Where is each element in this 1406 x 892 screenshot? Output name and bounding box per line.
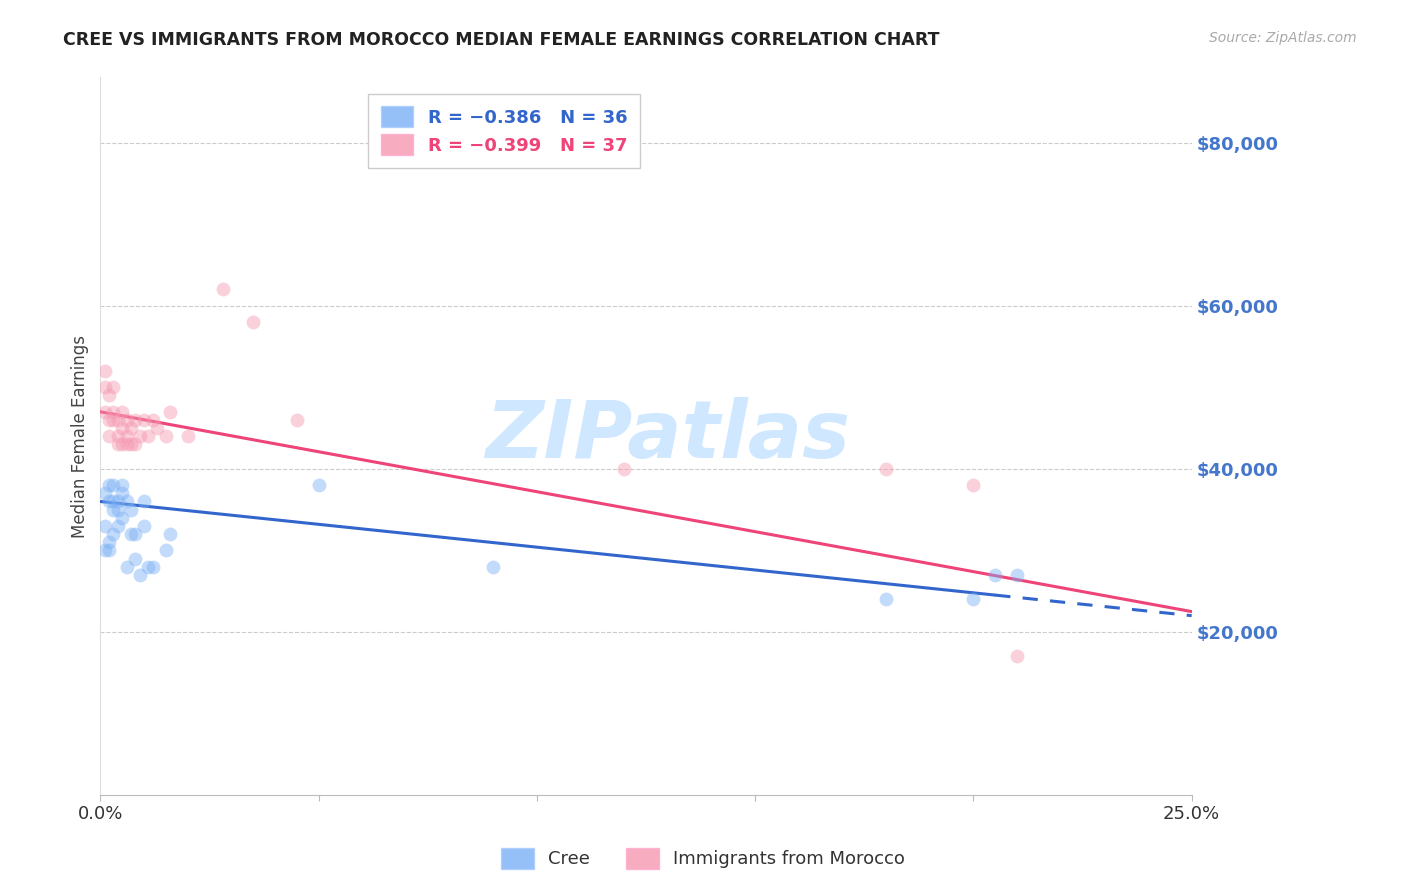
Point: [98, 429, 121, 443]
Point: [962, 592, 984, 607]
Point: [115, 494, 138, 508]
Point: [308, 478, 330, 492]
Point: [103, 413, 125, 427]
Point: [98, 535, 121, 549]
Point: [120, 527, 142, 541]
Point: [107, 494, 129, 508]
Point: [107, 502, 129, 516]
Point: [124, 413, 146, 427]
Point: [242, 315, 264, 329]
Point: [115, 413, 138, 427]
Point: [138, 559, 160, 574]
Point: [107, 413, 129, 427]
Point: [138, 429, 160, 443]
Point: [103, 478, 125, 492]
Point: [875, 462, 897, 476]
Point: [482, 559, 505, 574]
Point: [120, 502, 142, 516]
Point: [98, 543, 121, 558]
Point: [103, 527, 125, 541]
Point: [115, 429, 138, 443]
Legend: Cree, Immigrants from Morocco: Cree, Immigrants from Morocco: [494, 840, 912, 876]
Point: [103, 494, 125, 508]
Point: [128, 429, 150, 443]
Legend: R = −0.386   N = 36, R = −0.399   N = 37: R = −0.386 N = 36, R = −0.399 N = 37: [368, 94, 640, 168]
Point: [107, 429, 129, 443]
Point: [211, 283, 233, 297]
Point: [93, 380, 115, 394]
Point: [155, 429, 177, 443]
Point: [1005, 649, 1028, 664]
Point: [98, 478, 121, 492]
Point: [146, 421, 169, 435]
Point: [124, 527, 146, 541]
Point: [111, 405, 134, 419]
Point: [155, 543, 177, 558]
Point: [124, 551, 146, 566]
Point: [115, 559, 138, 574]
Text: ZIPatlas: ZIPatlas: [485, 397, 851, 475]
Point: [142, 559, 165, 574]
Point: [962, 478, 984, 492]
Point: [111, 486, 134, 500]
Point: [111, 421, 134, 435]
Point: [984, 567, 1007, 582]
Point: [93, 519, 115, 533]
Y-axis label: Median Female Earnings: Median Female Earnings: [72, 334, 89, 538]
Point: [120, 437, 142, 451]
Point: [103, 502, 125, 516]
Point: [132, 494, 155, 508]
Point: [159, 405, 181, 419]
Point: [107, 437, 129, 451]
Point: [124, 437, 146, 451]
Point: [103, 405, 125, 419]
Point: [93, 543, 115, 558]
Point: [111, 478, 134, 492]
Point: [120, 421, 142, 435]
Point: [159, 527, 181, 541]
Point: [107, 519, 129, 533]
Text: CREE VS IMMIGRANTS FROM MOROCCO MEDIAN FEMALE EARNINGS CORRELATION CHART: CREE VS IMMIGRANTS FROM MOROCCO MEDIAN F…: [63, 31, 939, 49]
Point: [93, 486, 115, 500]
Point: [93, 405, 115, 419]
Point: [103, 380, 125, 394]
Point: [98, 388, 121, 402]
Point: [132, 413, 155, 427]
Point: [613, 462, 636, 476]
Point: [285, 413, 308, 427]
Point: [875, 592, 897, 607]
Point: [128, 567, 150, 582]
Point: [115, 437, 138, 451]
Point: [142, 413, 165, 427]
Point: [93, 364, 115, 378]
Text: Source: ZipAtlas.com: Source: ZipAtlas.com: [1209, 31, 1357, 45]
Point: [176, 429, 198, 443]
Point: [98, 413, 121, 427]
Point: [132, 519, 155, 533]
Point: [98, 494, 121, 508]
Point: [111, 437, 134, 451]
Point: [1005, 567, 1028, 582]
Point: [111, 510, 134, 524]
